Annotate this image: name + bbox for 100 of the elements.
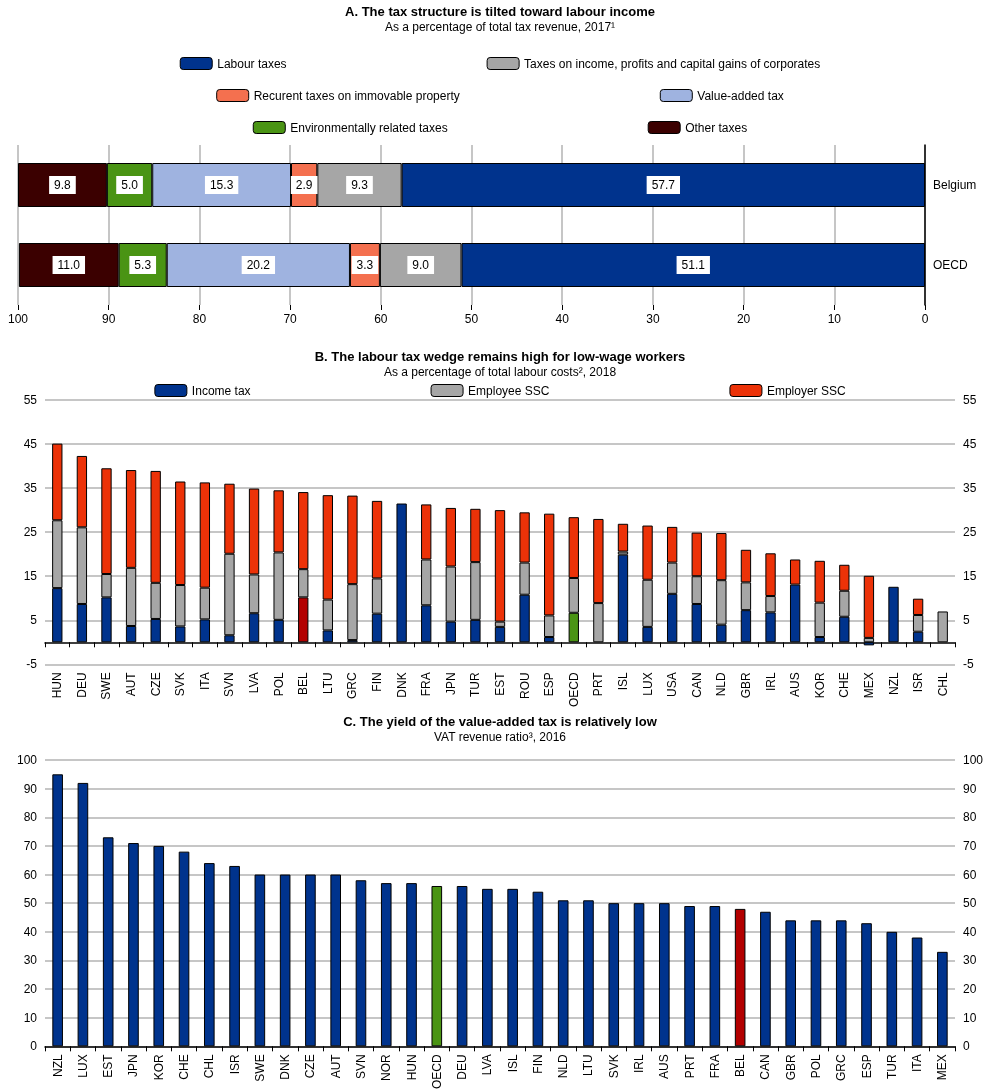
chart-subtitle: VAT revenue ratio³, 2016 [433, 730, 567, 744]
x-tick-label: JPN [126, 1054, 141, 1077]
x-tick-label: 100 [7, 312, 29, 326]
x-tick-label: SWE [252, 1054, 267, 1082]
data-label: 57.7 [651, 178, 676, 192]
x-tick-label: ESP [859, 1054, 874, 1079]
x-tick-label: DEU [455, 1054, 470, 1080]
x-tick-label: GBR [783, 1054, 798, 1081]
data-label: 9.0 [412, 258, 430, 272]
data-label: 20.2 [246, 258, 271, 272]
legend-label: Value-added tax [697, 88, 784, 103]
x-tick-label: BEL [733, 1054, 748, 1078]
x-tick-label: MEX [935, 1054, 950, 1081]
data-label: 15.3 [209, 178, 234, 192]
y-tick-label: Belgium [933, 178, 977, 192]
chart-subtitle: As a percentage of total tax revenue, 2017¹ [384, 20, 616, 34]
x-tick-label: TUR [468, 672, 483, 697]
data-label: 11.0 [57, 258, 81, 272]
x-tick-label: GBR [738, 672, 753, 699]
x-tick-label: TUR [884, 1054, 899, 1079]
x-tick-label: SVK [173, 672, 188, 697]
x-tick-label: CZE [303, 1054, 318, 1079]
legend-label: Other taxes [685, 120, 748, 135]
x-tick-label: 30 [646, 312, 660, 326]
x-tick-label: USA [665, 672, 680, 698]
x-tick-label: DEU [74, 672, 89, 698]
legend-label: Recurent taxes on immovable property [253, 88, 460, 103]
x-tick-label: AUT [124, 671, 139, 697]
x-tick-label: ROU [517, 672, 532, 699]
chart-subtitle: As a percentage of total labour costs², 2018 [383, 365, 617, 379]
x-tick-label: CHL [935, 672, 950, 697]
y-tick-label: 10 [23, 1010, 38, 1025]
data-label: 3.3 [356, 258, 374, 272]
x-tick-label: AUS [788, 672, 803, 698]
data-label: 9.8 [54, 178, 72, 192]
x-tick-label: SVK [606, 1054, 621, 1079]
x-tick-label: NZL [50, 1054, 65, 1077]
x-tick-label: KOR [151, 1054, 166, 1081]
x-tick-label: LTU [320, 672, 335, 695]
x-tick-label: 40 [555, 312, 570, 326]
y-tick-label: 5 [30, 613, 38, 628]
x-tick-label: HUN [404, 1054, 419, 1081]
y-tick-label: 45 [23, 437, 38, 452]
y-tick-label: 25 [23, 525, 38, 540]
data-label: 5.3 [134, 258, 152, 272]
x-tick-label: 70 [283, 312, 298, 326]
legend-label: Income tax [191, 383, 251, 398]
x-tick-label: IRL [763, 672, 778, 692]
x-tick-label: CZE [148, 672, 163, 697]
x-tick-label: CHE [177, 1054, 192, 1080]
data-label: 2.9 [295, 178, 313, 192]
x-tick-label: 10 [827, 312, 842, 326]
legend-label: Taxes on income, profits and capital gains of corporates [524, 56, 821, 71]
bar [863, 575, 875, 638]
y-tick-label: 70 [23, 838, 38, 853]
x-tick-label: ITA [197, 672, 212, 691]
data-label: 5.0 [121, 178, 139, 192]
legend-label: Employee SSC [468, 383, 550, 398]
x-tick-label: 50 [464, 312, 479, 326]
chart-title: C. The yield of the value-added tax is relatively low [343, 714, 658, 729]
x-tick-label: JPN [443, 672, 458, 695]
x-tick-label: EST [493, 671, 507, 696]
y-tick-label: 40 [23, 924, 38, 939]
x-tick-label: POL [808, 1054, 823, 1079]
legend-label: Environmentally related taxes [290, 120, 448, 135]
y-tick-label: 60 [23, 867, 38, 882]
y-tick-label: 90 [23, 781, 38, 796]
x-tick-label: EST [101, 1053, 116, 1078]
x-tick-label: FRA [419, 672, 434, 697]
x-tick-label: KOR [812, 672, 827, 699]
chart-title: A. The tax structure is tilted toward labour income [345, 4, 655, 19]
bar [617, 523, 629, 552]
x-tick-label: PRT [682, 1053, 697, 1079]
x-tick-label: LTU [581, 1054, 596, 1077]
y-tick-label: 80 [23, 810, 38, 825]
x-tick-label: NLD [714, 672, 729, 697]
x-tick-label: CAN [689, 672, 704, 698]
x-tick-label: POL [271, 672, 286, 697]
x-tick-label: HUN [50, 672, 65, 699]
legend-label: Employer SSC [766, 383, 846, 398]
x-tick-label: CHL [202, 1054, 217, 1079]
x-tick-label: DNK [394, 672, 409, 698]
x-tick-label: BEL [296, 672, 311, 696]
y-tick-label: 35 [23, 481, 38, 496]
x-tick-label: CHE [837, 672, 852, 698]
y2-tick-label: 100 [963, 753, 984, 767]
y-tick-label: 15 [23, 569, 38, 584]
x-tick-label: IRL [632, 1054, 647, 1074]
x-tick-label: ISR [227, 1054, 242, 1075]
x-tick-label: LVA [247, 672, 262, 694]
x-tick-label: GRC [834, 1054, 849, 1081]
x-tick-label: CAN [758, 1054, 773, 1080]
x-tick-label: SWE [99, 672, 114, 700]
x-tick-label: OECD [429, 1054, 444, 1089]
x-tick-label: ISR [911, 672, 926, 693]
x-tick-label: LVA [480, 1054, 495, 1076]
x-tick-label: FRA [707, 1054, 722, 1079]
x-tick-label: ISL [615, 672, 630, 691]
y-tick-label: 30 [23, 953, 38, 968]
x-tick-label: DNK [278, 1054, 293, 1080]
